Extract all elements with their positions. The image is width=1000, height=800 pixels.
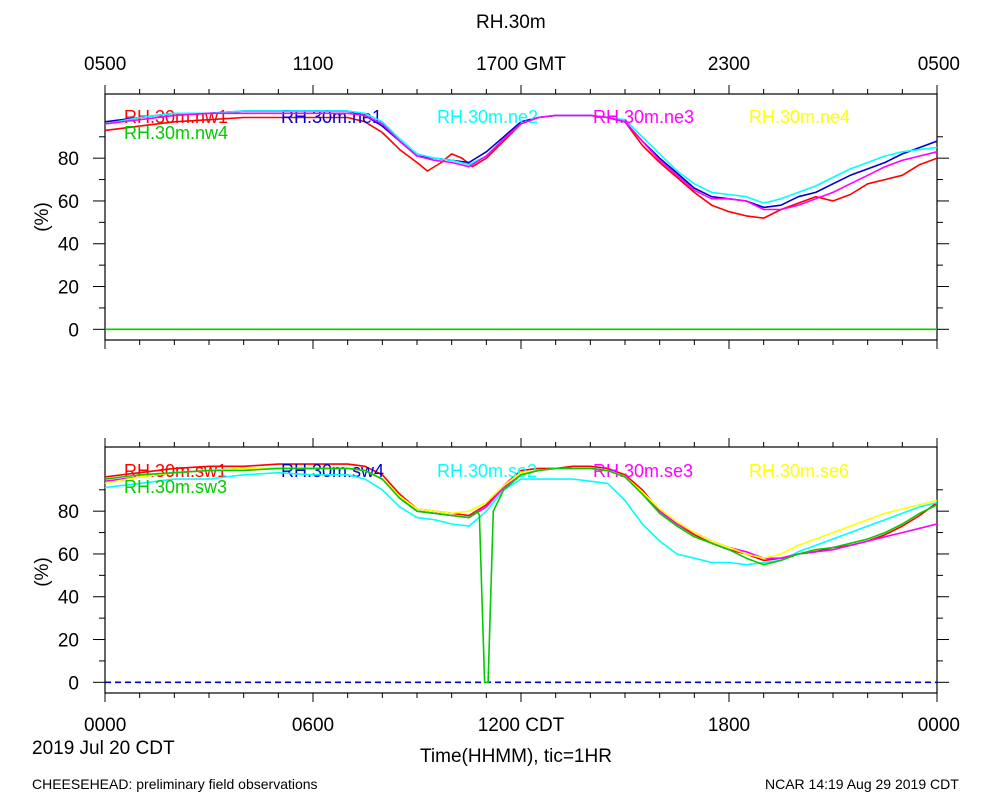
legend-RH-30m-nw4: RH.30m.nw4 [124,123,228,143]
top-x-tick-label: 1100 [293,54,334,75]
legend-RH-30m-se3: RH.30m.se3 [593,461,693,481]
plot-frame [104,446,938,694]
series-line-RH-30m-se6 [104,467,938,560]
legend-RH-30m-sw4: RH.30m.sw4 [281,461,384,481]
y-tick-label: 20 [58,631,79,652]
series-line-RH-30m-ne3 [104,112,938,211]
bottom-panel-y-label: (%) [31,557,53,587]
top-x-tick-label: 0500 [84,54,126,75]
top-panel-y-label: (%) [31,202,53,232]
bottom-x-tick-label: 1800 [708,715,750,736]
x-axis-label: Time(HHMM), tic=1HR [420,746,612,767]
y-tick-label: 80 [58,149,79,170]
legend-RH-30m-ne3: RH.30m.ne3 [593,107,694,127]
legend-RH-30m-ne2: RH.30m.ne2 [437,107,538,127]
legend-RH-30m-nw1: RH.30m.nw1 [124,107,228,127]
series-line-RH-30m-se2 [104,471,938,566]
y-tick-label: 40 [58,588,79,609]
top-x-tick-label: 1700 GMT [476,54,566,75]
bottom-x-tick-label: 1200 CDT [478,715,565,736]
bottom-x-tick-label: 0600 [292,715,334,736]
y-tick-label: 0 [68,673,79,694]
plot-frame [104,93,938,341]
series-line-RH-30m-sw3 [104,467,938,684]
y-tick-label: 80 [58,502,79,523]
top-x-tick-label: 2300 [708,54,750,75]
series-line-RH-30m-se3 [104,467,938,560]
legend-RH-30m-se2: RH.30m.se2 [437,461,537,481]
legend-RH-30m-sw3: RH.30m.sw3 [124,477,227,497]
date-label: 2019 Jul 20 CDT [32,738,175,759]
y-tick-label: 0 [68,320,79,341]
y-tick-label: 60 [58,545,79,566]
y-tick-label: 40 [58,235,79,256]
footer-right: NCAR 14:19 Aug 29 2019 CDT [765,776,959,792]
y-tick-label: 20 [58,278,79,299]
top-x-tick-label: 0500 [918,54,960,75]
legend-RH-30m-ne4: RH.30m.ne4 [749,107,850,127]
legend-RH-30m-se6: RH.30m.se6 [749,461,849,481]
series-line-RH-30m-nw1 [104,114,938,219]
footer-left: CHEESEHEAD: preliminary field observatio… [32,776,318,792]
y-tick-label: 60 [58,192,79,213]
chart-title: RH.30m [476,12,546,33]
bottom-x-tick-label: 0000 [918,715,960,736]
bottom-x-tick-label: 0000 [84,715,126,736]
